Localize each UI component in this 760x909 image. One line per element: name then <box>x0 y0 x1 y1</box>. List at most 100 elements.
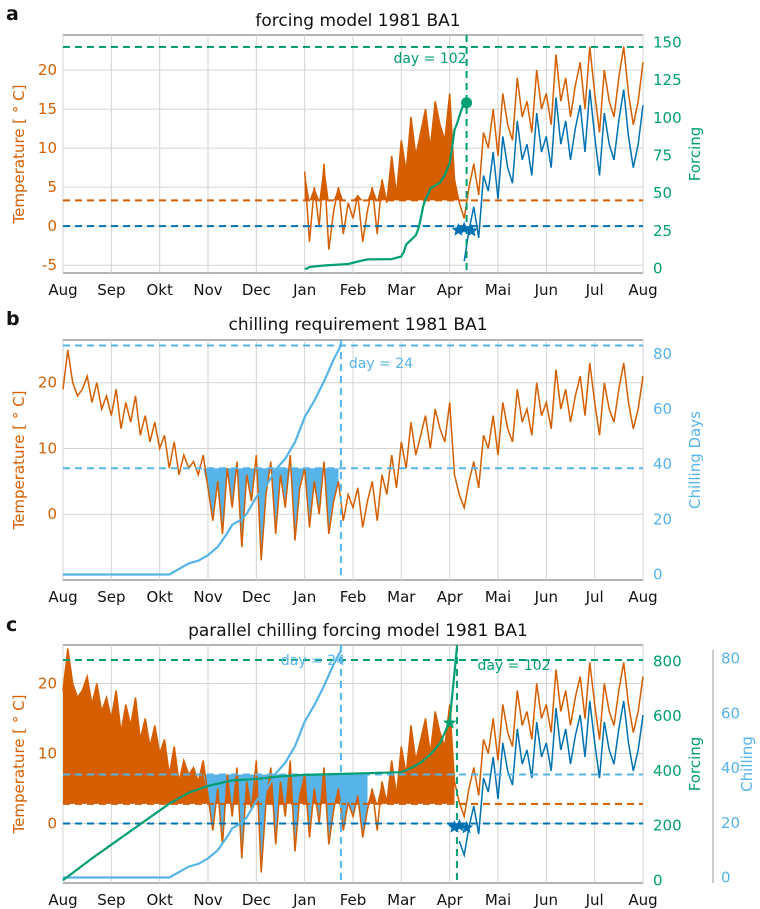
x-tick-label: Okt <box>146 891 172 909</box>
forcing-curve <box>304 102 466 270</box>
x-tick-label: Jun <box>534 281 558 299</box>
x-tick-label: Aug <box>628 588 657 606</box>
star-marker <box>464 223 479 237</box>
y2-tick-label: 60 <box>721 704 740 722</box>
y2-tick-label: 75 <box>653 147 672 165</box>
x-tick-label: Dec <box>242 281 271 299</box>
y2-tick-label: 125 <box>653 71 682 89</box>
x-tick-label: Mai <box>485 281 511 299</box>
panel-b-event-label: day = 24 <box>349 356 413 372</box>
x-tick-label: Dec <box>242 588 271 606</box>
forcing-marker <box>443 716 457 729</box>
x-tick-label: Jun <box>534 588 558 606</box>
forcing-fill <box>63 648 455 804</box>
y2-tick-label: 25 <box>653 222 672 240</box>
panel-c: parallel chilling forcing model 1981 BA1… <box>10 621 756 909</box>
x-tick-label: Aug <box>48 891 77 909</box>
x-tick-label: Nov <box>193 891 222 909</box>
y-tick-label: 5 <box>47 178 57 196</box>
x-tick-label: Apr <box>437 891 464 909</box>
panel-letter-c: c <box>6 614 17 636</box>
y-tick-label: 10 <box>38 139 57 157</box>
forcing-curve <box>62 647 458 882</box>
panel-b-left-axis: 0 10 20 <box>38 374 57 524</box>
x-tick-label: Aug <box>628 891 657 909</box>
chilling-curve <box>63 649 342 879</box>
x-tick-label: Nov <box>193 588 222 606</box>
forcing-marker <box>461 97 473 109</box>
y2-tick-label: 40 <box>721 759 740 777</box>
x-tick-label: Jul <box>585 588 604 606</box>
panel-c-y2-axis-label: Forcing <box>686 737 704 792</box>
panel-a: forcing model 1981 BA1 -5 0 5 10 15 20 0 25 50 7… <box>10 11 704 299</box>
y2-tick-label: 100 <box>653 109 682 127</box>
y-tick-label: 10 <box>38 745 57 763</box>
y2-tick-label: 150 <box>653 34 682 52</box>
y2-tick-label: 80 <box>721 650 740 668</box>
panel-letter-b: b <box>6 308 20 330</box>
panel-b-y2-axis-label: Chilling Days <box>686 411 704 509</box>
x-tick-label: Mar <box>387 891 416 909</box>
panel-c-right-axis: 0 200 400 600 800 <box>653 652 682 889</box>
panel-c-forcing-event-label: day = 102 <box>477 658 550 674</box>
x-tick-label: Feb <box>340 891 367 909</box>
panel-a-event-label: day = 102 <box>393 51 466 67</box>
y2-tick-label: 60 <box>653 400 672 418</box>
y2-tick-label: 80 <box>653 345 672 363</box>
temperature-line-blue <box>458 700 644 858</box>
star-marker <box>459 820 474 834</box>
x-tick-label: Jan <box>292 891 316 909</box>
x-tick-label: Sep <box>97 891 125 909</box>
x-tick-label: Feb <box>340 588 367 606</box>
panel-b-title: chilling requirement 1981 BA1 <box>228 315 487 335</box>
x-tick-label: Jun <box>534 891 558 909</box>
x-tick-label: Aug <box>48 281 77 299</box>
y2-tick-label: 40 <box>653 455 672 473</box>
x-tick-label: Feb <box>340 281 367 299</box>
x-tick-label: Apr <box>437 281 464 299</box>
x-tick-label: Sep <box>97 588 125 606</box>
y-tick-label: 20 <box>38 374 57 392</box>
x-tick-label: Sep <box>97 281 125 299</box>
x-tick-label: Okt <box>146 281 172 299</box>
star-marker <box>452 818 466 832</box>
y-tick-label: 0 <box>47 217 57 235</box>
y-tick-label: 0 <box>47 505 57 523</box>
temperature-line-blue <box>463 89 644 262</box>
y2-tick-label: 800 <box>653 652 682 670</box>
y2-tick-label: 0 <box>721 869 731 887</box>
x-tick-label: Jul <box>585 281 604 299</box>
panel-c-series <box>62 645 644 883</box>
x-tick-label: Jan <box>292 588 316 606</box>
panel-b: chilling requirement 1981 BA1 0 10 20 0 20 4… <box>10 315 704 606</box>
panel-b-y-axis-label: Temperature [ ° C] <box>10 391 28 531</box>
y-tick-label: 0 <box>47 815 57 833</box>
temperature-line <box>62 648 644 873</box>
panel-a-y-axis-label: Temperature [ ° C] <box>10 85 28 225</box>
panel-c-chill-event-label: day = 24 <box>281 653 345 669</box>
y2-tick-label: 200 <box>653 817 682 835</box>
panel-a-title: forcing model 1981 BA1 <box>255 11 460 31</box>
y2-tick-label: 20 <box>653 510 672 528</box>
x-tick-label: Mai <box>485 588 511 606</box>
panel-b-grid <box>62 340 644 580</box>
y2-tick-label: 0 <box>653 871 663 889</box>
y2-tick-label: 400 <box>653 762 682 780</box>
forcing-fill <box>304 93 465 201</box>
x-tick-label: Apr <box>437 588 464 606</box>
y2-tick-label: 50 <box>653 184 672 202</box>
x-tick-label: Aug <box>48 588 77 606</box>
y-tick-label: 20 <box>38 61 57 79</box>
temperature-line <box>303 46 644 250</box>
x-tick-label: Okt <box>146 588 172 606</box>
panel-a-right-axis: 0 25 50 75 100 125 150 <box>653 34 682 278</box>
panel-b-series <box>62 340 644 580</box>
panel-a-series <box>63 35 644 273</box>
star-marker <box>457 221 471 235</box>
y2-tick-label: 600 <box>653 707 682 725</box>
y2-tick-label: 0 <box>653 259 663 277</box>
panel-a-x-axis: Aug Sep Okt Nov Dec Jan Feb Mar Apr Mai Jun Jul Aug <box>48 281 657 299</box>
panel-b-right-axis: 0 20 40 60 80 <box>653 345 672 584</box>
y-tick-label: 15 <box>38 100 57 118</box>
y2-tick-label: 20 <box>721 814 740 832</box>
